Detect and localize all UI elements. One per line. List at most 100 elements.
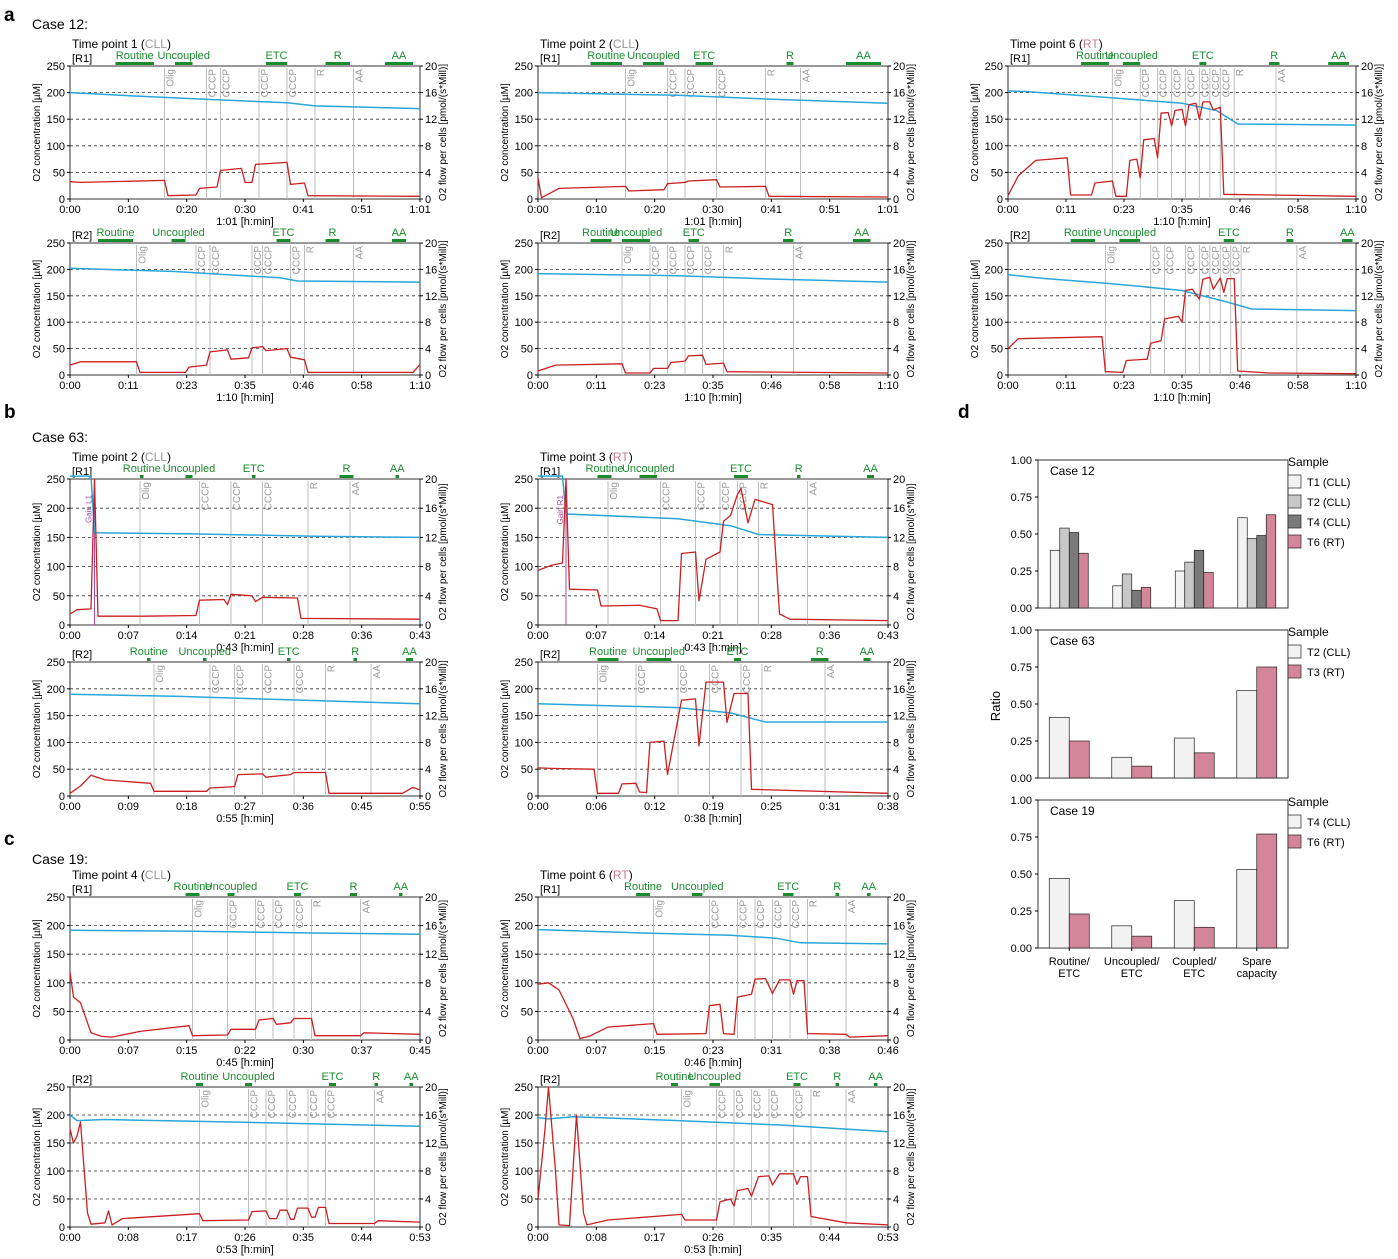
- event-marker-label: CCCP: [704, 246, 715, 275]
- bar: [1173, 737, 1195, 779]
- bar: [1048, 878, 1070, 949]
- y-left-tick-label: 150: [985, 114, 1003, 126]
- y-tick-label: 0.75: [1011, 492, 1032, 504]
- y-left-tick-label: 200: [985, 88, 1003, 100]
- y-right-tick-label: 12: [893, 1138, 905, 1150]
- y-right-tick-label: 20: [893, 1082, 905, 1094]
- phase-bar: [203, 658, 207, 661]
- x-tick-label: 0:41: [293, 204, 314, 216]
- panel-letter-b: b: [4, 402, 16, 423]
- x-tick-label: 0:58: [1287, 380, 1308, 392]
- event-marker-label: AA: [376, 1090, 387, 1104]
- phase-label: R: [343, 463, 351, 475]
- event-marker-label: CCCP: [309, 1090, 320, 1119]
- y-left-tick-label: 200: [515, 684, 533, 696]
- x-tick-label: 0:00: [59, 380, 80, 392]
- y-left-tick-label: 50: [521, 1194, 533, 1206]
- y-right-tick-label: 16: [1361, 264, 1373, 276]
- phase-bar: [1119, 239, 1141, 242]
- y-right-tick-label: 12: [425, 114, 437, 126]
- x-tick-label: 0:07: [586, 1045, 607, 1057]
- case-label-b: Case 63:: [32, 429, 88, 445]
- phase-label: Routine: [587, 50, 625, 62]
- phase-bar: [399, 893, 403, 896]
- y-tick-label: 0.50: [1011, 699, 1032, 711]
- y-right-axis-title: O2 flow per cells [pmol/(s*Mill)]: [906, 660, 917, 797]
- x-tick-label: 0:00: [527, 630, 548, 642]
- oxygraph-chart-6: Time point 2 (CLL) 0 50 100 150 200 250 0 4 8 12 16…: [32, 450, 449, 654]
- chart-title: Time point 2 (CLL): [72, 450, 171, 464]
- y-left-tick-label: 200: [985, 264, 1003, 276]
- event-marker-label: AA: [372, 665, 383, 679]
- phase-bar: [175, 62, 193, 65]
- y-right-axis-title: O2 flow per cells [pmol/(s*Mill)]: [438, 240, 449, 377]
- ratio-bar-chart-2: Case 190.000.250.500.751.00Routine/ETCUn…: [1011, 795, 1351, 980]
- y-right-tick-label: 12: [425, 1138, 437, 1150]
- phase-bar: [1081, 62, 1109, 65]
- phase-label: ETC: [1218, 227, 1240, 239]
- phase-label: AA: [392, 50, 407, 62]
- phase-bar: [392, 239, 406, 242]
- phase-bar: [1122, 62, 1141, 65]
- phase-bar: [1286, 239, 1294, 242]
- y-right-tick-label: 8: [893, 978, 899, 990]
- x-axis-title: 0:46 [h:min]: [684, 1057, 741, 1069]
- y-left-tick-label: 0: [527, 1222, 533, 1234]
- x-tick-label: 1:10: [1345, 380, 1366, 392]
- phase-label: Routine: [1076, 50, 1114, 62]
- y-left-tick-label: 250: [47, 238, 65, 250]
- event-marker-label: Olig: [194, 900, 205, 918]
- oxygraph-chart-12: 0 50 100 150 200 250 0 4 8 12 16 20 O2 concentration…: [32, 1071, 449, 1256]
- phase-bar: [636, 893, 650, 896]
- oxygraph-chart-0: Time point 1 (CLL) 0 50 100 150 200 250 0 4 8 12 16…: [32, 37, 449, 228]
- event-marker-label: CCCP: [264, 246, 275, 275]
- y-right-tick-label: 4: [893, 764, 899, 776]
- y-right-tick-label: 0: [1361, 370, 1367, 382]
- phase-label: R: [833, 1071, 841, 1083]
- y-left-tick-label: 0: [59, 1035, 65, 1047]
- y-left-tick-label: 250: [47, 892, 65, 904]
- chart-title: Time point 6 (RT): [1010, 37, 1103, 51]
- x-tick-label: 0:30: [702, 204, 723, 216]
- legend-swatch: [1287, 474, 1302, 489]
- phase-bar: [185, 893, 200, 896]
- event-marker-label: CCCP: [288, 1090, 299, 1119]
- phase-label: Routine: [582, 227, 620, 239]
- o2-flux-line: [1007, 276, 1357, 375]
- y-left-tick-label: 50: [521, 764, 533, 776]
- x-tick-label: 0:20: [644, 204, 665, 216]
- phase-label: Uncoupled: [152, 227, 205, 239]
- x-tick-label: 0:46: [1229, 380, 1250, 392]
- x-category-label: ETC: [1121, 968, 1143, 980]
- x-tick-label: 0:31: [761, 1045, 782, 1057]
- title-tag: RT: [613, 450, 629, 464]
- ratio-bar-chart-1: Case 63 0.00 0.25 0.50 0.75 1.00 Sample T2 (CLL…: [1011, 625, 1351, 785]
- facet-title: Case 12: [1050, 464, 1095, 478]
- event-marker-label: CCCP: [1211, 69, 1222, 98]
- x-category-label: ETC: [1183, 968, 1205, 980]
- bar: [1068, 913, 1090, 949]
- x-tick-label: 0:17: [176, 1232, 197, 1244]
- event-marker-label: CCCP: [1200, 69, 1211, 98]
- event-marker-label: CCCP: [1221, 246, 1232, 275]
- y-right-tick-label: 4: [893, 344, 899, 356]
- facet-title: Case 63: [1050, 634, 1095, 648]
- phase-bar: [353, 658, 357, 661]
- y-left-tick-label: 50: [521, 344, 533, 356]
- y-left-tick-label: 250: [47, 1082, 65, 1094]
- chart-title: Time point 6 (RT): [540, 868, 633, 882]
- phase-label: R: [1270, 50, 1278, 62]
- phase-bar: [622, 239, 650, 242]
- phase-bar: [734, 475, 748, 478]
- title-suffix: ): [1099, 37, 1103, 51]
- plot-frame: [537, 1086, 889, 1228]
- bar: [1048, 716, 1070, 779]
- event-marker-label: CCCP: [739, 482, 750, 511]
- y-left-tick-label: 0: [59, 370, 65, 382]
- y-left-axis-title: O2 concentration [µM]: [32, 679, 43, 778]
- y-left-tick-label: 0: [59, 1222, 65, 1234]
- bar: [1246, 538, 1258, 609]
- phase-bar: [863, 658, 871, 661]
- y-left-tick-label: 150: [985, 291, 1003, 303]
- phase-bar: [1328, 62, 1350, 65]
